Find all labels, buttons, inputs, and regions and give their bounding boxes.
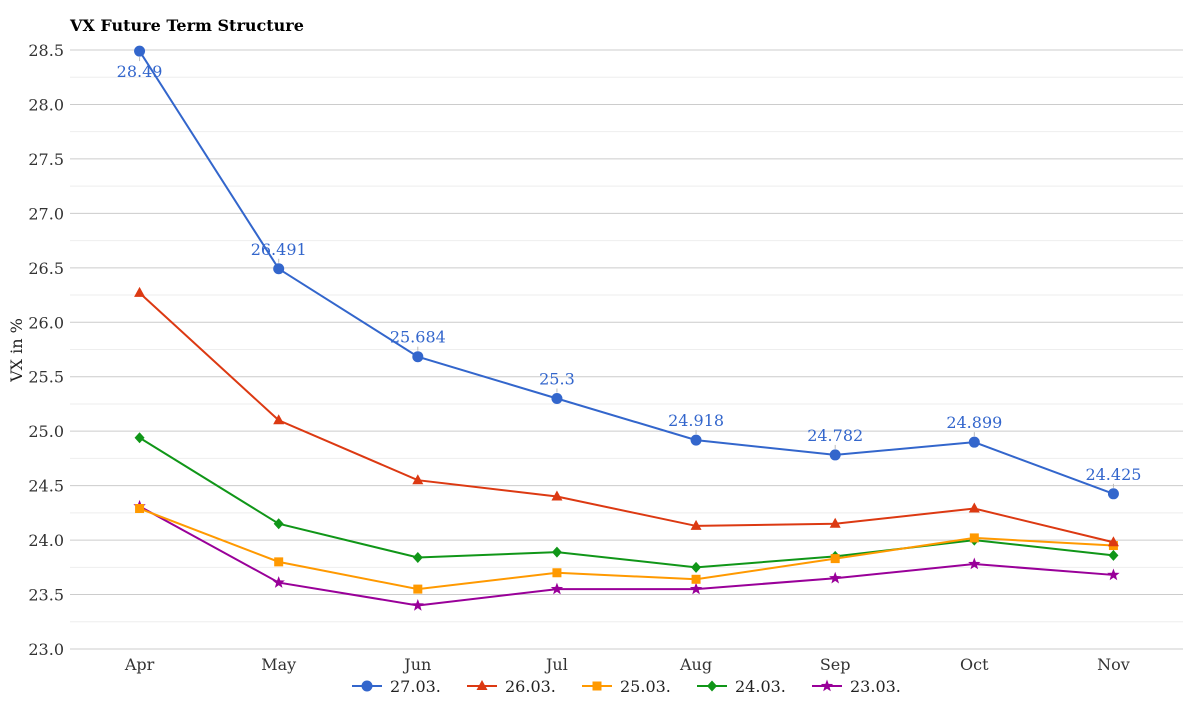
data-point xyxy=(1107,536,1119,547)
legend-label: 24.03. xyxy=(735,677,786,696)
data-point xyxy=(273,518,284,530)
y-tick-label: 28.5 xyxy=(28,41,64,60)
x-tick-label: Jun xyxy=(402,655,431,674)
data-point xyxy=(274,557,284,567)
data-point xyxy=(135,504,145,514)
data-point xyxy=(691,574,701,584)
y-tick-label: 26.0 xyxy=(28,313,64,332)
series-layer xyxy=(133,45,1120,611)
data-point xyxy=(551,546,562,558)
legend-marker xyxy=(707,680,717,692)
legend-label: 25.03. xyxy=(620,677,671,696)
data-label: 24.918 xyxy=(668,411,724,430)
y-tick-label: 27.0 xyxy=(28,204,64,223)
grid-layer xyxy=(70,49,1183,650)
data-point xyxy=(273,414,285,425)
y-tick-label: 23.5 xyxy=(28,586,64,605)
data-point xyxy=(134,45,146,57)
data-label-layer: 28.49 26.491 25.684 25.3 24.918 24.782 24.899 2… xyxy=(117,57,1141,488)
data-point xyxy=(551,490,563,501)
data-point xyxy=(412,552,423,564)
y-tick-label: 25.5 xyxy=(28,368,64,387)
data-point xyxy=(829,517,841,528)
data-label: 24.425 xyxy=(1085,465,1141,484)
series-26-03 xyxy=(134,286,1119,547)
data-label: 25.684 xyxy=(390,328,446,347)
data-point xyxy=(273,263,285,275)
data-label: 24.899 xyxy=(946,413,1002,432)
data-point xyxy=(552,568,562,578)
data-point xyxy=(830,554,840,564)
data-point xyxy=(1107,568,1120,581)
data-point xyxy=(551,393,563,405)
data-point xyxy=(413,584,423,594)
series-line xyxy=(138,50,1114,495)
data-point xyxy=(690,434,702,446)
legend-item: 25.03. xyxy=(582,677,671,696)
legend-item: 26.03. xyxy=(467,677,556,696)
x-tick-label: Sep xyxy=(820,655,851,674)
legend-label: 27.03. xyxy=(390,677,441,696)
data-point xyxy=(412,351,424,363)
data-point xyxy=(829,571,842,584)
data-label: 28.49 xyxy=(117,62,163,81)
data-point xyxy=(829,449,841,461)
data-point xyxy=(689,582,703,595)
legend-label: 23.03. xyxy=(850,677,901,696)
series-line xyxy=(139,436,1114,569)
data-point xyxy=(690,519,702,530)
series-line xyxy=(138,292,1114,544)
series-line xyxy=(139,505,1114,607)
data-point xyxy=(272,576,285,588)
data-point xyxy=(691,561,702,573)
x-tick-label: Apr xyxy=(124,655,155,674)
legend-item: 24.03. xyxy=(697,677,786,696)
x-tick-label: Aug xyxy=(679,655,712,674)
data-label: 25.3 xyxy=(539,370,575,389)
y-tick-label: 24.5 xyxy=(28,477,64,496)
x-tick-label: Jul xyxy=(544,655,568,674)
x-tick-label: Nov xyxy=(1097,655,1130,674)
legend: 27.03. 26.03. 25.03. 24.03. 23.03. xyxy=(352,677,901,696)
data-point xyxy=(134,286,146,297)
data-point xyxy=(411,598,424,611)
data-point xyxy=(968,502,980,513)
y-tick-label: 28.0 xyxy=(28,95,64,114)
data-point xyxy=(968,436,980,448)
y-tick-label: 25.0 xyxy=(28,422,64,441)
y-tick-label: 23.0 xyxy=(28,640,64,659)
legend-marker xyxy=(820,679,834,692)
series-25-03 xyxy=(135,504,1118,594)
legend-marker xyxy=(592,681,602,691)
data-point xyxy=(134,432,145,444)
y-axis-label: VX in % xyxy=(7,318,26,383)
data-point xyxy=(1107,488,1119,500)
x-tick-label: Oct xyxy=(960,655,989,674)
legend-marker xyxy=(361,680,373,692)
y-tick-label: 26.5 xyxy=(28,259,64,278)
series-27-03 xyxy=(134,45,1119,500)
data-label: 24.782 xyxy=(807,426,863,445)
data-label: 26.491 xyxy=(251,240,307,259)
y-tick-label: 27.5 xyxy=(28,150,64,169)
x-axis-ticks: Apr May Jun Jul Aug Sep Oct Nov xyxy=(124,655,1130,674)
y-axis-ticks: 23.0 23.5 24.0 24.5 25.0 25.5 26.0 26.5 27.0 27.5… xyxy=(28,41,64,659)
y-tick-label: 24.0 xyxy=(28,531,64,550)
legend-marker xyxy=(476,680,488,690)
chart-title: VX Future Term Structure xyxy=(69,16,304,35)
data-point xyxy=(968,557,981,570)
data-point xyxy=(1108,549,1119,561)
data-point xyxy=(969,533,979,543)
data-point xyxy=(550,582,564,595)
legend-label: 26.03. xyxy=(505,677,556,696)
data-point xyxy=(412,474,424,485)
legend-item: 27.03. xyxy=(352,677,441,696)
series-line xyxy=(139,507,1114,591)
legend-item: 23.03. xyxy=(812,677,901,696)
series-24-03 xyxy=(134,432,1119,573)
x-tick-label: May xyxy=(261,655,296,674)
